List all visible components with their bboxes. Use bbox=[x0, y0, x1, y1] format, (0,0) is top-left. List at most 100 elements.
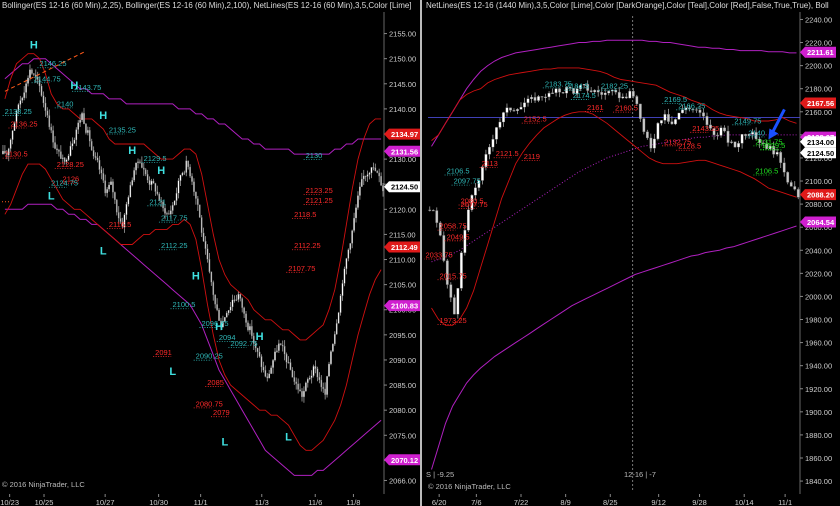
netline-label: 2129.5 bbox=[144, 154, 167, 163]
candle-body bbox=[339, 295, 342, 313]
candle-body bbox=[108, 184, 110, 190]
price-badge-label: 2131.56 bbox=[391, 147, 418, 156]
candle-body bbox=[719, 127, 723, 136]
candle-body bbox=[220, 320, 222, 328]
candle-body bbox=[372, 167, 375, 169]
candle-body bbox=[343, 268, 346, 284]
candle-body bbox=[291, 369, 294, 378]
candle-body bbox=[69, 145, 72, 157]
candle-body bbox=[359, 186, 361, 196]
y-tick-label: 2040.00 bbox=[805, 246, 832, 255]
netline-label: 2166.25 bbox=[678, 101, 705, 110]
candle-body bbox=[705, 116, 709, 126]
netline-label: 2106.5 bbox=[755, 167, 778, 176]
netline-label: 2058.75 bbox=[440, 222, 467, 231]
candle-body bbox=[63, 157, 66, 162]
candle-body bbox=[758, 138, 762, 143]
candle-body bbox=[320, 379, 323, 388]
candle-body bbox=[154, 183, 157, 192]
candle-body bbox=[332, 343, 334, 352]
left-chart-panel[interactable]: 2155.002150.002145.002140.002135.002130.… bbox=[0, 0, 422, 506]
x-tick-label: 9/28 bbox=[692, 498, 707, 506]
price-badge bbox=[800, 216, 836, 228]
candle-body bbox=[324, 388, 326, 395]
y-tick-label: 2100.00 bbox=[805, 177, 832, 186]
candle-body bbox=[495, 127, 498, 140]
left-indicator-header: Bollinger(ES 12-16 (60 Min),2,25), Bolli… bbox=[2, 1, 412, 10]
candle-body bbox=[575, 88, 579, 94]
candle-body bbox=[540, 96, 544, 98]
swing-high-marker: H bbox=[70, 80, 78, 92]
candle-body bbox=[345, 258, 348, 270]
candle-body bbox=[498, 121, 502, 128]
right-chart-panel[interactable]: 2240.002220.002200.002180.002160.002140.… bbox=[424, 0, 840, 506]
candle-body bbox=[135, 162, 137, 171]
netline-label: 2121.5 bbox=[496, 149, 519, 158]
left-chart-svg[interactable]: 2155.002150.002145.002140.002135.002130.… bbox=[0, 0, 420, 506]
netline-label: 2129.5 bbox=[762, 141, 785, 150]
right-chart-svg[interactable]: 2240.002220.002200.002180.002160.002140.… bbox=[424, 0, 840, 506]
y-tick-label: 2160.00 bbox=[805, 108, 832, 117]
candle-body bbox=[256, 347, 259, 353]
candle-body bbox=[638, 103, 642, 119]
netline-label: 2183.75 bbox=[545, 79, 572, 88]
candle-body bbox=[71, 143, 74, 147]
candle-body bbox=[152, 180, 155, 184]
candle-body bbox=[723, 127, 726, 132]
candle-body bbox=[303, 390, 305, 398]
netline-label: 1973.25 bbox=[440, 316, 467, 325]
netline-label: 2161 bbox=[587, 103, 604, 112]
candle-body bbox=[196, 198, 199, 205]
candle-body bbox=[146, 174, 149, 181]
netline-label: 2130 bbox=[306, 151, 323, 160]
candle-body bbox=[142, 167, 145, 170]
candle-body bbox=[357, 195, 359, 208]
price-badge bbox=[384, 300, 420, 312]
candle-body bbox=[235, 299, 238, 301]
netline-label: 2143.25 bbox=[692, 124, 719, 133]
bollinger-short-lower bbox=[4, 163, 382, 451]
price-badge-label: 2134.97 bbox=[391, 130, 418, 139]
candle-body bbox=[4, 150, 6, 154]
netline-label: 2128.25 bbox=[57, 160, 84, 169]
price-badge-label: 2064.54 bbox=[807, 218, 835, 227]
candle-body bbox=[79, 119, 81, 123]
bollinger-long-lower bbox=[431, 225, 797, 470]
candle-body bbox=[11, 130, 14, 140]
candle-body bbox=[25, 83, 27, 93]
candle-body bbox=[322, 386, 325, 389]
bollinger-short-upper bbox=[4, 53, 382, 341]
candle-body bbox=[150, 180, 153, 185]
netline-label: 2085 bbox=[207, 378, 224, 387]
candle-body bbox=[254, 343, 257, 349]
right-copyright: © 2016 NinjaTrader, LLC bbox=[428, 482, 511, 491]
price-badge bbox=[384, 145, 420, 157]
candle-body bbox=[628, 90, 632, 99]
candle-body bbox=[582, 84, 586, 86]
swing-low-marker: L bbox=[285, 431, 292, 443]
netline-label: 2119 bbox=[524, 152, 540, 161]
candle-body bbox=[148, 179, 151, 185]
candle-body bbox=[208, 259, 211, 272]
x-tick-label: 8/25 bbox=[603, 498, 618, 506]
candle-body bbox=[139, 161, 141, 163]
swing-low-marker: L bbox=[48, 190, 55, 202]
netline-label: 2144.75 bbox=[34, 74, 61, 83]
candle-body bbox=[222, 321, 224, 328]
netline-label: 2136.25 bbox=[10, 119, 37, 128]
candle-body bbox=[295, 381, 298, 384]
candle-body bbox=[206, 248, 209, 260]
price-badge bbox=[800, 46, 836, 58]
candle-body bbox=[477, 180, 481, 188]
candle-body bbox=[607, 90, 611, 94]
netline-label: 2112.25 bbox=[294, 241, 321, 250]
netline-label: 2174.5 bbox=[573, 91, 596, 100]
candle-body bbox=[224, 317, 226, 322]
candle-body bbox=[117, 212, 120, 219]
candle-body bbox=[225, 312, 228, 318]
candle-body bbox=[179, 174, 182, 181]
candle-body bbox=[36, 76, 39, 80]
candle-body bbox=[463, 230, 467, 253]
candle-body bbox=[243, 307, 245, 314]
